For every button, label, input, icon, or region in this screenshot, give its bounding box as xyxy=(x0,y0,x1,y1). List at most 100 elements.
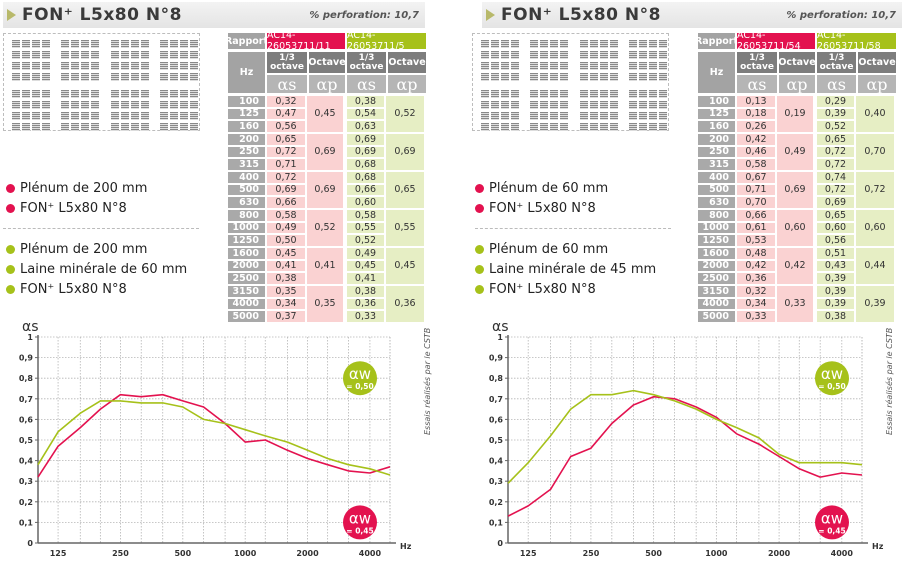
perforation-hole xyxy=(91,90,99,98)
perforation-hole xyxy=(550,40,558,48)
x-tick-label: 2000 xyxy=(296,549,319,558)
frequency-cell: 1600 xyxy=(228,248,265,259)
perforation-hole xyxy=(540,40,548,48)
perforation-hole xyxy=(61,101,69,109)
frequency-cell: 500 xyxy=(228,184,265,195)
report-id-red: AC14-26053711/11 xyxy=(267,30,345,52)
perforation-hole xyxy=(160,73,168,81)
perforation-hole xyxy=(530,90,538,98)
x-axis-label: Hz xyxy=(872,542,884,551)
perforation-hole xyxy=(491,40,499,48)
perforation-hole xyxy=(491,73,499,81)
frequency-cell: 1250 xyxy=(698,235,735,246)
perforation-hole xyxy=(629,112,637,120)
green-alpha-s-cell: 0,69 xyxy=(347,146,384,157)
green-alpha-s-cell: 0,63 xyxy=(347,121,384,132)
perforation-hole xyxy=(649,123,657,131)
perforation-hole xyxy=(511,73,519,81)
perforation-hole xyxy=(12,40,20,48)
perforation-hole xyxy=(71,101,79,109)
red-alpha-s-cell: 0,37 xyxy=(267,311,305,322)
green-alpha-s-cell: 0,41 xyxy=(347,273,384,284)
frequency-cell: 2000 xyxy=(228,260,265,271)
red-alpha-s-cell: 0,50 xyxy=(267,235,305,246)
legend-label: Plénum de 200 mm xyxy=(20,180,148,196)
perforation-hole xyxy=(501,62,509,70)
red-alpha-s-cell: 0,49 xyxy=(267,222,305,233)
perforation-hole xyxy=(530,51,538,59)
red-alpha-s-cell: 0,42 xyxy=(737,260,775,271)
perforation-hole xyxy=(610,62,618,70)
perforation-hole xyxy=(560,62,568,70)
perforation-hole xyxy=(540,62,548,70)
green-alpha-s-cell: 0,68 xyxy=(347,172,384,183)
perforation-hole xyxy=(550,123,558,131)
perforation-hole xyxy=(61,112,69,120)
legend-label: Laine minérale de 60 mm xyxy=(20,261,188,277)
perforation-hole xyxy=(111,62,119,70)
perforation-hole xyxy=(111,51,119,59)
legend-red: Plénum de 200 mm FON⁺ L5x80 N°8 xyxy=(6,178,206,218)
y-tick-label: 0 xyxy=(27,539,33,548)
perforation-hole xyxy=(180,73,188,81)
perforation-rate: % perforation: 10,7 xyxy=(309,9,419,21)
aw-value: = 0,50 xyxy=(346,382,373,391)
perforation-hole xyxy=(590,40,598,48)
perforation-hole xyxy=(131,123,139,131)
green-alpha-s-cell: 0,33 xyxy=(347,311,384,322)
perforation-hole xyxy=(610,90,618,98)
alpha-p-header: αp xyxy=(388,75,426,94)
perforation-hole xyxy=(600,112,608,120)
perforation-hole xyxy=(81,101,89,109)
legend-green: Plénum de 200 mm Laine minérale de 60 mm… xyxy=(6,239,206,299)
perforation-group xyxy=(111,90,149,131)
y-tick-label: 0,8 xyxy=(489,374,504,383)
perforation-group xyxy=(530,90,568,131)
green-alpha-s-cell: 0,54 xyxy=(347,108,384,119)
frequency-cell: 2000 xyxy=(698,260,735,271)
rapport-label: Rapport xyxy=(695,33,738,49)
perforation-group xyxy=(160,90,198,131)
octave-header: Octave xyxy=(388,52,426,73)
perforation-hole xyxy=(580,51,588,59)
perforation-hole xyxy=(160,101,168,109)
red-alpha-p-cell: 0,33 xyxy=(777,286,813,322)
red-alpha-s-cell: 0,33 xyxy=(737,311,775,322)
perforation-hole xyxy=(649,90,657,98)
perforation-hole xyxy=(160,90,168,98)
perforation-hole xyxy=(71,73,79,81)
aw-value: = 0,45 xyxy=(346,526,373,535)
perforation-hole xyxy=(190,90,198,98)
red-alpha-s-cell: 0,71 xyxy=(267,159,305,170)
product-title: FON⁺ L5x80 N°8 xyxy=(22,5,182,25)
x-tick-label: 2000 xyxy=(768,549,791,558)
perforation-hole xyxy=(81,62,89,70)
aw-badge-green xyxy=(815,361,849,396)
perforation-pattern xyxy=(472,33,669,131)
perforation-hole xyxy=(659,90,667,98)
perforation-hole xyxy=(190,101,198,109)
red-alpha-p-cell: 0,45 xyxy=(307,96,343,132)
green-alpha-s-cell: 0,38 xyxy=(347,96,384,107)
perforation-hole xyxy=(659,73,667,81)
legend-item: FON⁺ L5x80 N°8 xyxy=(6,279,206,299)
y-tick-label: 0,6 xyxy=(19,415,34,424)
panel-left: FON⁺ L5x80 N°8 % perforation: 10,7 Plénu… xyxy=(0,0,450,562)
green-alpha-s-cell: 0,66 xyxy=(347,184,384,195)
perforation-hole xyxy=(580,40,588,48)
perforation-hole xyxy=(501,40,509,48)
red-alpha-s-cell: 0,47 xyxy=(267,108,305,119)
red-alpha-p-cell: 0,69 xyxy=(307,134,343,170)
red-alpha-s-cell: 0,32 xyxy=(737,286,775,297)
red-alpha-p-cell: 0,41 xyxy=(307,248,343,284)
y-tick-label: 0,3 xyxy=(489,477,503,486)
legend-label: Plénum de 60 mm xyxy=(489,180,609,196)
frequency-cell: 1600 xyxy=(698,248,735,259)
legend-label: FON⁺ L5x80 N°8 xyxy=(489,200,596,216)
red-alpha-p-cell: 0,52 xyxy=(307,210,343,246)
perforation-group xyxy=(481,40,519,81)
perforation-hole xyxy=(42,123,50,131)
perforation-hole xyxy=(71,112,79,120)
perforation-hole xyxy=(12,112,20,120)
x-tick-label: 250 xyxy=(112,549,129,558)
